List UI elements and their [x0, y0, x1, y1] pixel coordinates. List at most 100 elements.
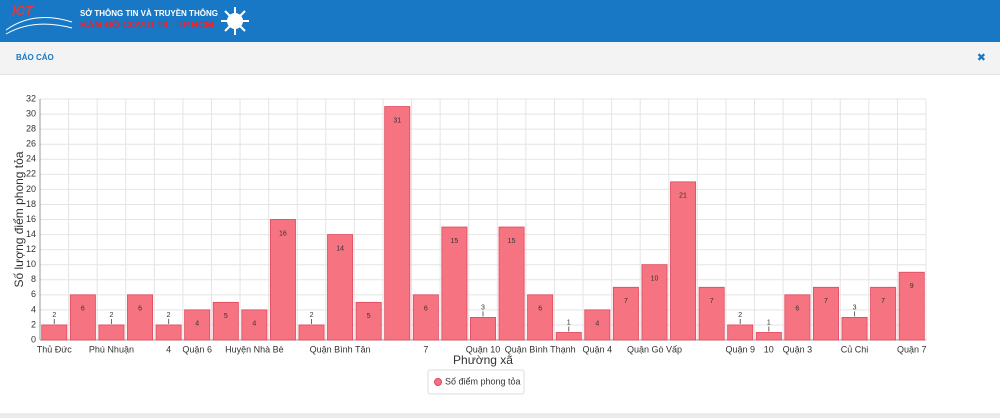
y-tick-label: 6 — [31, 289, 36, 299]
bar — [555, 332, 582, 341]
bar — [155, 324, 182, 341]
value-label: 4 — [252, 321, 256, 328]
value-label: 7 — [624, 298, 628, 305]
bar — [727, 324, 754, 341]
bar — [841, 317, 868, 341]
x-tick-label: Thủ Đức — [37, 344, 73, 354]
department: SỞ THÔNG TIN VÀ TRUYỀN THÔNG — [80, 9, 218, 18]
value-label: 15 — [508, 238, 516, 245]
x-tick-label: Quận 10 — [466, 344, 501, 354]
y-tick-label: 14 — [26, 229, 36, 239]
y-tick-label: 20 — [26, 184, 36, 194]
y-tick-label: 10 — [26, 259, 36, 269]
bar — [212, 301, 239, 341]
bar — [698, 286, 725, 341]
legend-box — [427, 369, 525, 395]
value-label: 6 — [795, 306, 799, 313]
value-label: 14 — [336, 245, 344, 252]
bar — [412, 294, 439, 341]
value-label: 2 — [738, 312, 742, 319]
value-label: 6 — [424, 306, 428, 313]
bar — [584, 309, 611, 341]
bar — [384, 106, 411, 341]
x-tick-label: Quận Bình Thạnh — [505, 344, 576, 354]
x-tick-label: Quận 9 — [725, 344, 755, 354]
bar — [269, 219, 296, 341]
value-label: 16 — [279, 230, 287, 237]
x-tick-label: Quận 3 — [783, 344, 813, 354]
logo-graphic — [5, 17, 73, 35]
value-label: 2 — [167, 312, 171, 319]
y-tick-label: 28 — [26, 124, 36, 134]
value-label: 6 — [81, 306, 85, 313]
value-label: 2 — [310, 312, 314, 319]
bar — [612, 286, 639, 341]
y-tick-label: 32 — [26, 93, 36, 103]
y-axis-title: Số lượng điểm phong tỏa — [12, 151, 26, 287]
x-tick-label: Phú Nhuận — [89, 344, 134, 354]
value-label: 3 — [481, 304, 485, 311]
value-label: 3 — [853, 304, 857, 311]
x-tick-label: 4 — [166, 344, 171, 354]
value-label: 9 — [910, 283, 914, 290]
close-button[interactable]: ✖ — [976, 52, 986, 64]
y-tick-label: 18 — [26, 199, 36, 209]
bar — [641, 264, 668, 341]
bar — [69, 294, 96, 341]
y-tick-label: 2 — [31, 319, 36, 329]
value-label: 10 — [651, 276, 659, 283]
x-tick-label: Quận Bình Tân — [310, 344, 371, 354]
bar — [784, 294, 811, 341]
y-tick-label: 12 — [26, 244, 36, 254]
bar — [355, 301, 382, 341]
bar — [41, 324, 68, 341]
bar — [98, 324, 125, 341]
value-label: 2 — [109, 312, 113, 319]
modal-header: BÁO CÁO ✖ — [0, 42, 1000, 75]
top-bar: ICT SỞ THÔNG TIN VÀ TRUYỀN THÔNG BẢN ĐỒ … — [0, 0, 1000, 42]
app-title: BẢN ĐỒ COVID 19 - TP.HCM — [80, 20, 214, 31]
footer-bar — [0, 413, 1000, 418]
value-label: 1 — [767, 319, 771, 326]
bar — [184, 309, 211, 341]
value-label: 5 — [367, 313, 371, 320]
value-label: 5 — [224, 313, 228, 320]
x-axis-title: Phường xã — [453, 353, 513, 367]
virus-icon — [221, 7, 249, 35]
x-tick-label: 7 — [423, 344, 428, 354]
x-tick-label: Quận Gò Vấp — [627, 344, 682, 354]
x-tick-label: Quận 7 — [897, 344, 927, 354]
y-tick-label: 0 — [31, 334, 36, 344]
y-tick-label: 4 — [31, 304, 36, 314]
y-tick-label: 26 — [26, 139, 36, 149]
x-tick-label: Quận 6 — [182, 344, 212, 354]
x-tick-label: Huyện Nhà Bè — [225, 344, 284, 354]
x-tick-label: Củ Chi — [841, 344, 869, 354]
bar — [670, 181, 697, 341]
y-tick-label: 16 — [26, 214, 36, 224]
value-label: 7 — [881, 298, 885, 305]
y-tick-label: 22 — [26, 169, 36, 179]
bar — [812, 286, 839, 341]
value-label: 1 — [567, 319, 571, 326]
value-label: 7 — [824, 298, 828, 305]
value-label: 15 — [451, 238, 459, 245]
bar — [898, 271, 925, 341]
bar — [527, 294, 554, 341]
bar — [327, 234, 354, 341]
bar — [755, 332, 782, 341]
logo-text: ICT — [12, 3, 33, 18]
legend-label: Số điểm phong tỏa — [445, 376, 521, 386]
bar — [870, 286, 897, 341]
modal-title: BÁO CÁO — [16, 53, 54, 62]
x-tick-label: 10 — [764, 344, 774, 354]
value-label: 2 — [52, 312, 56, 319]
y-tick-label: 30 — [26, 108, 36, 118]
bar — [470, 317, 496, 341]
bar — [498, 226, 525, 341]
value-label: 21 — [679, 193, 687, 200]
bar — [127, 294, 154, 341]
value-label: 6 — [538, 306, 542, 313]
